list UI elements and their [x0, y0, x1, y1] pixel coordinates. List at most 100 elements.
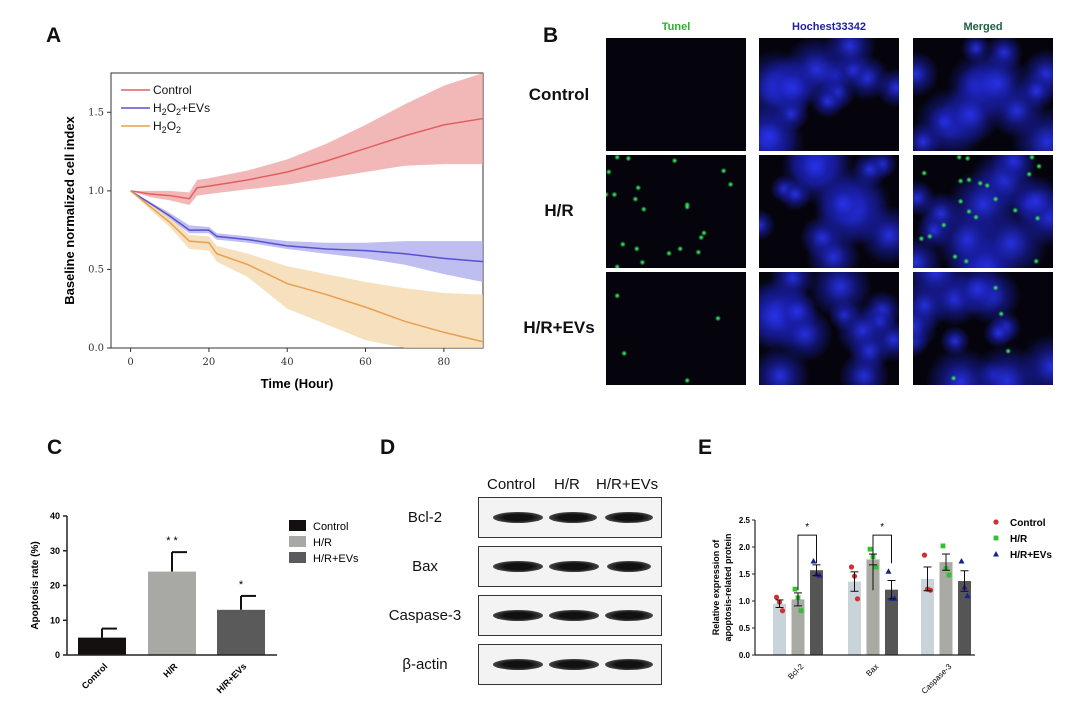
- micrograph-h-r-evs-hochest33342: [759, 272, 899, 385]
- y-tick-label: 30: [50, 546, 60, 556]
- legend-label-1: H/R: [1010, 534, 1028, 545]
- legend-label: Control: [153, 83, 192, 97]
- bar-bax-control: [848, 581, 861, 655]
- data-point-2: [873, 564, 879, 570]
- blot-strip-bax: [478, 546, 662, 587]
- blot-label-actin: β-actin: [402, 656, 448, 673]
- data-point-0: [773, 594, 780, 600]
- data-point-2: [854, 596, 861, 602]
- legend-label-0: Control: [313, 521, 348, 533]
- blot-label-bcl2: Bcl-2: [407, 509, 443, 526]
- blot-col-hr: H/R: [554, 476, 580, 493]
- row-label-hr-evs: H/R+EVs: [523, 318, 595, 337]
- y-axis-label-1: apoptosis-related protein: [723, 533, 733, 641]
- legend-label-2: H/R+EVs: [1010, 550, 1052, 561]
- panel-label-c: C: [47, 436, 63, 459]
- legend-label-1: H/R: [313, 537, 332, 549]
- y-tick-label: 1.5: [88, 107, 104, 118]
- series-line-0: [130, 117, 484, 200]
- bar-bax-h-r-evs: [885, 589, 898, 655]
- data-point-legend-0: [993, 519, 999, 525]
- y-tick-label: 10: [50, 615, 60, 625]
- panel-label-b: B: [543, 24, 559, 47]
- panel-label-d: D: [380, 436, 396, 459]
- x-tick-label: Bcl-2: [786, 662, 806, 682]
- x-tick-label: 0: [127, 357, 133, 368]
- data-point-0: [921, 552, 928, 558]
- data-point-2: [927, 587, 934, 593]
- y-axis-label: Apoptosis rate (%): [30, 541, 41, 629]
- significance-bracket-0: [797, 534, 817, 591]
- micrograph-h-r-merged: [913, 155, 1053, 268]
- micrograph-control-hochest33342: [759, 38, 899, 151]
- micrograph-h-r-evs-tunel: [606, 272, 746, 385]
- series-line-2: [130, 190, 484, 343]
- data-point-0: [792, 586, 798, 592]
- legend-label: H2O2+EVs: [153, 101, 211, 115]
- y-axis-label: Baseline normalized cell index: [62, 115, 77, 304]
- error-band-0: [130, 73, 483, 205]
- significance-bracket-1: [872, 534, 892, 591]
- blot-label-bax: Bax: [412, 558, 438, 575]
- y-tick-label: 1.0: [739, 597, 751, 606]
- data-point-legend-1: [993, 535, 999, 541]
- bar-bcl-2-h-r: [791, 599, 805, 655]
- y-tick-label: 1.0: [88, 186, 104, 197]
- y-tick-label: 0.0: [739, 651, 751, 660]
- error-band-1: [130, 190, 483, 282]
- data-point-0: [848, 564, 855, 570]
- y-tick-label: 20: [50, 581, 60, 591]
- legend-label-2: H/R+EVs: [313, 553, 359, 565]
- col-header-tunel: Tunel: [661, 21, 691, 33]
- x-tick-label: 80: [437, 357, 450, 368]
- data-point-0: [885, 568, 892, 574]
- data-point-2: [779, 608, 786, 614]
- col-header-hoechst: Hochest33342: [792, 21, 866, 33]
- micrograph-control-tunel: [606, 38, 746, 151]
- bar-caspase-3-h-r-evs: [958, 581, 971, 655]
- panel-label-a: A: [46, 24, 62, 47]
- data-point-0: [958, 558, 965, 564]
- blot-strip-caspase3: [478, 595, 662, 636]
- y-tick-label: 2.5: [739, 516, 751, 525]
- data-point-2: [798, 608, 804, 614]
- significance-mark: *: [239, 579, 244, 591]
- y-tick-label: 0: [55, 650, 60, 660]
- legend-swatch-2: [289, 552, 306, 563]
- significance-mark: * *: [166, 535, 178, 547]
- data-point-2: [816, 572, 823, 578]
- significance-mark-0: *: [805, 522, 809, 533]
- bar-h-r-evs: [217, 609, 265, 655]
- legend-label-0: Control: [1010, 518, 1046, 529]
- significance-mark-1: *: [880, 522, 884, 533]
- legend-entry-1: H2O2+EVs: [153, 101, 211, 115]
- data-point-2: [964, 592, 971, 599]
- plot-frame: [110, 72, 484, 349]
- data-point-2: [946, 572, 952, 578]
- blot-strip-bcl2: [478, 497, 662, 538]
- bar-bcl-2-control: [773, 603, 786, 655]
- panel-label-e: E: [698, 436, 713, 459]
- x-tick-label: 40: [281, 357, 294, 368]
- data-point-2: [891, 595, 898, 601]
- data-point-0: [867, 546, 873, 552]
- blot-label-caspase3: Caspase-3: [388, 607, 462, 624]
- y-axis-label-0: Relative expression of: [711, 539, 721, 636]
- x-tick-label: Bax: [864, 662, 880, 678]
- micrograph-control-merged: [913, 38, 1053, 151]
- error-band-2: [130, 190, 483, 348]
- y-tick-label: 0.0: [88, 343, 104, 354]
- x-tick-label: Caspase-3: [920, 662, 954, 696]
- micrograph-h-r-tunel: [606, 155, 746, 268]
- blot-strip-actin: [478, 644, 662, 685]
- bar-bcl-2-h-r-evs: [810, 570, 823, 655]
- legend-entry-2: H2O2: [153, 119, 182, 133]
- y-tick-label: 40: [50, 511, 60, 521]
- y-tick-label: 1.5: [739, 570, 751, 579]
- bar-h-r: [148, 571, 196, 655]
- legend-label: H2O2: [153, 119, 182, 133]
- bar-bax-h-r: [866, 559, 880, 655]
